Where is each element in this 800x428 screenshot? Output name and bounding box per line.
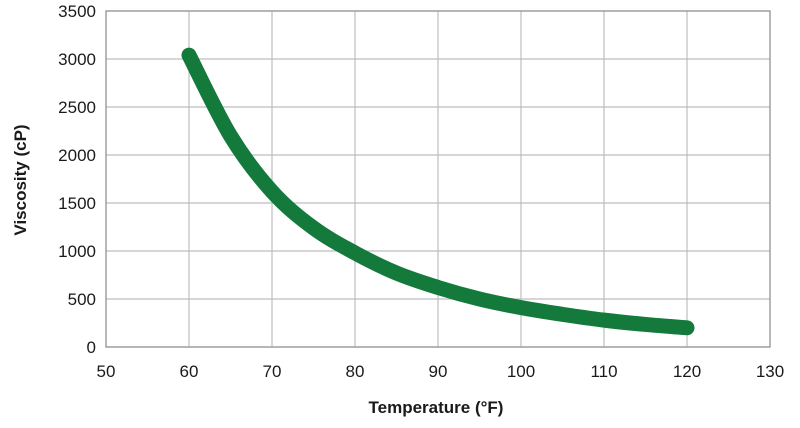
y-tick-label: 1500 bbox=[58, 194, 96, 213]
y-tick-label: 2000 bbox=[58, 146, 96, 165]
tick-labels: 0 500 1000 1500 2000 2500 3000 3500 50 60 70 80 90 10… bbox=[58, 2, 784, 381]
x-tick-label: 70 bbox=[263, 362, 282, 381]
y-tick-label: 3000 bbox=[58, 50, 96, 69]
x-tick-label: 130 bbox=[756, 362, 784, 381]
y-tick-label: 2500 bbox=[58, 98, 96, 117]
grid bbox=[105, 10, 771, 348]
x-tick-label: 100 bbox=[507, 362, 535, 381]
x-axis-label: Temperature (°F) bbox=[369, 398, 504, 417]
x-tick-label: 80 bbox=[346, 362, 365, 381]
x-tick-label: 50 bbox=[97, 362, 116, 381]
y-axis-label: Viscosity (cP) bbox=[11, 124, 30, 235]
y-tick-label: 3500 bbox=[58, 2, 96, 21]
x-tick-label: 110 bbox=[590, 362, 617, 381]
plot-frame bbox=[105, 10, 771, 348]
y-tick-label: 1000 bbox=[58, 242, 96, 261]
x-tick-label: 90 bbox=[429, 362, 448, 381]
viscosity-series-line bbox=[181, 47, 695, 336]
x-tick-label: 120 bbox=[673, 362, 701, 381]
y-tick-label: 500 bbox=[68, 290, 96, 309]
x-tick-label: 60 bbox=[180, 362, 199, 381]
series-layer bbox=[181, 47, 695, 336]
y-tick-label: 0 bbox=[87, 338, 96, 357]
